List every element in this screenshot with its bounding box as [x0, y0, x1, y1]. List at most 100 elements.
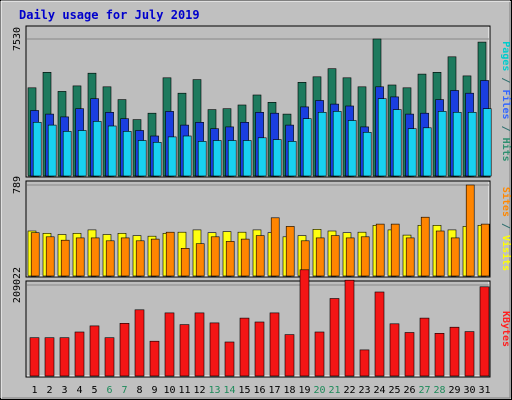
bar-sites-day-2: [45, 236, 55, 277]
bar-pages-day-19: [302, 118, 312, 177]
bar-kbytes-day-19: [299, 269, 310, 377]
legend-entry: /: [500, 120, 511, 138]
bar-sites-day-24: [375, 223, 385, 277]
bar-pages-day-10: [167, 136, 177, 177]
bar-sites-day-6: [105, 240, 115, 277]
x-tick-label: 12: [193, 385, 205, 396]
x-tick-label: 19: [298, 385, 310, 396]
max-label: 789: [12, 176, 23, 194]
bar-kbytes-day-23: [359, 349, 370, 377]
x-tick-label: 26: [403, 385, 415, 396]
bar-kbytes-day-12: [194, 312, 205, 377]
bar-sites-day-22: [345, 237, 355, 277]
legend-entry: Files: [500, 89, 512, 119]
bar-kbytes-day-16: [254, 321, 265, 377]
bar-kbytes-day-1: [29, 337, 40, 377]
bar-kbytes-day-26: [404, 332, 415, 377]
bar-kbytes-day-29: [449, 326, 460, 377]
bar-pages-day-8: [137, 140, 147, 177]
chart-title: Daily usage for July 2019: [19, 8, 200, 22]
bar-sites-day-26: [405, 237, 415, 277]
bar-sites-day-25: [390, 223, 400, 277]
bar-sites-day-21: [330, 235, 340, 277]
x-tick-label: 24: [373, 385, 385, 396]
x-tick-label: 13: [208, 385, 220, 396]
x-axis-labels: 1 2 3 4 5 6 7 8 9 10 11 12 13 14 15 16 17 18 19 20 21 22 23 24 2…: [31, 385, 490, 396]
legend-entry: Hits: [500, 138, 512, 162]
bar-kbytes-day-20: [314, 331, 325, 377]
x-tick-label: 7: [121, 385, 127, 396]
bar-kbytes-day-14: [224, 341, 235, 377]
legend-kbytes: KBytes: [500, 311, 511, 347]
bar-sites-day-16: [255, 235, 265, 277]
bar-sites-day-27: [420, 216, 430, 277]
legend-entry: Sites: [500, 187, 512, 217]
x-tick-label: 14: [223, 385, 235, 396]
bar-pages-day-14: [227, 140, 237, 177]
legend-entry: KBytes: [500, 311, 511, 347]
bar-pages-day-30: [467, 112, 477, 177]
bar-kbytes-day-2: [44, 337, 55, 377]
bar-kbytes-day-28: [434, 332, 445, 377]
bar-pages-day-22: [347, 120, 357, 177]
bar-kbytes-day-10: [164, 312, 175, 377]
x-tick-label: 10: [163, 385, 175, 396]
x-tick-label: 2: [46, 385, 52, 396]
bar-pages-day-18: [287, 141, 297, 177]
bar-sites-day-13: [210, 236, 220, 277]
bar-sites-day-12: [195, 243, 205, 277]
x-tick-label: 28: [433, 385, 445, 396]
bar-pages-day-4: [77, 130, 87, 177]
bar-sites-day-29: [450, 237, 460, 277]
bar-kbytes-day-8: [134, 309, 145, 377]
x-tick-label: 29: [448, 385, 460, 396]
x-tick-label: 21: [328, 385, 340, 396]
x-tick-label: 17: [268, 385, 280, 396]
legend-entry: Pages: [500, 41, 511, 71]
bar-pages-day-1: [32, 122, 42, 177]
bar-kbytes-day-30: [464, 331, 475, 377]
bar-sites-day-9: [150, 238, 160, 277]
bar-pages-day-2: [47, 124, 57, 177]
x-tick-label: 27: [418, 385, 430, 396]
bar-kbytes-day-11: [179, 324, 190, 377]
bar-pages-day-28: [437, 111, 447, 177]
bar-kbytes-day-21: [329, 298, 340, 377]
bar-sites-day-4: [75, 237, 85, 277]
bar-kbytes-day-7: [119, 322, 130, 377]
bar-kbytes-day-9: [149, 340, 160, 377]
bar-kbytes-day-5: [89, 325, 100, 377]
legend-visits: Sites / Visits: [500, 187, 512, 271]
bar-sites-day-3: [60, 239, 70, 277]
bar-pages-day-26: [407, 128, 417, 177]
bar-sites-day-31: [480, 223, 490, 277]
max-label: 7530: [12, 27, 23, 51]
panel-visits: 789 Sites / Visits: [12, 176, 512, 278]
bar-pages-day-27: [422, 127, 432, 177]
x-tick-label: 31: [478, 385, 490, 396]
bar-kbytes-day-17: [269, 312, 280, 377]
x-tick-label: 4: [76, 385, 82, 396]
bar-sites-day-20: [315, 237, 325, 277]
x-tick-label: 23: [358, 385, 370, 396]
bar-sites-day-15: [240, 238, 250, 277]
x-tick-label: 8: [136, 385, 142, 396]
bar-kbytes-day-18: [284, 334, 295, 377]
x-tick-label: 3: [61, 385, 67, 396]
bar-kbytes-day-24: [374, 291, 385, 377]
bar-pages-day-23: [362, 132, 372, 177]
bar-pages-day-17: [272, 139, 282, 177]
x-tick-label: 1: [31, 385, 37, 396]
bar-pages-day-31: [482, 108, 492, 177]
bar-pages-day-9: [152, 142, 162, 177]
x-tick-label: 18: [283, 385, 295, 396]
bar-pages-day-11: [182, 135, 192, 177]
bar-pages-day-24: [377, 98, 387, 177]
bar-pages-day-3: [62, 131, 72, 177]
legend-requests: Pages / Files / Hits: [500, 41, 512, 161]
bar-kbytes-day-4: [74, 331, 85, 377]
bar-pages-day-16: [257, 137, 267, 177]
bar-kbytes-day-15: [239, 317, 250, 377]
